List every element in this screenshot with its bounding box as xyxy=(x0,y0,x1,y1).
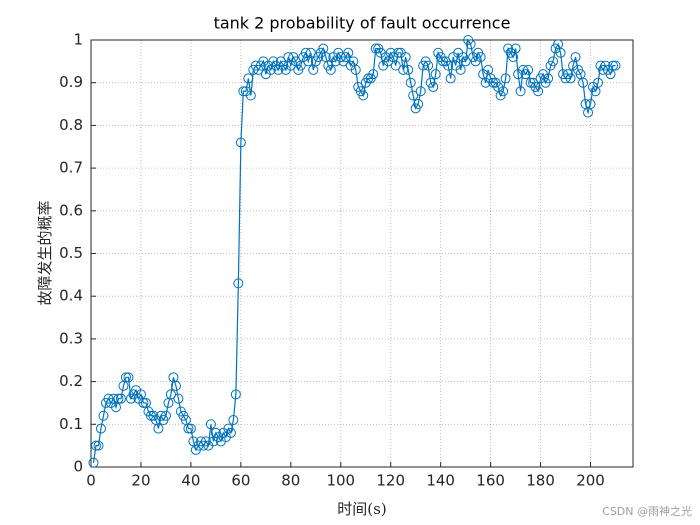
data-point xyxy=(565,73,576,84)
data-point xyxy=(350,64,361,75)
data-point xyxy=(120,372,131,383)
data-point xyxy=(205,419,216,430)
data-point xyxy=(113,393,124,404)
data-point xyxy=(238,86,249,97)
data-point xyxy=(225,427,236,438)
data-point xyxy=(183,423,194,434)
y-tick-label: 0 xyxy=(73,458,83,476)
data-point xyxy=(610,60,621,71)
data-point xyxy=(170,380,181,391)
data-point xyxy=(515,86,526,97)
data-point xyxy=(325,64,336,75)
x-axis-label: 时间(s) xyxy=(337,500,386,518)
x-tick-label: 180 xyxy=(526,472,555,490)
data-point xyxy=(98,410,109,421)
data-point xyxy=(533,86,544,97)
x-tick-label: 0 xyxy=(86,472,96,490)
data-point xyxy=(543,73,554,84)
data-point xyxy=(173,393,184,404)
y-tick-label: 1 xyxy=(73,31,83,49)
data-point xyxy=(343,47,354,58)
data-point xyxy=(235,137,246,148)
data-point xyxy=(138,397,149,408)
data-point xyxy=(403,64,414,75)
data-point xyxy=(455,64,466,75)
data-point xyxy=(443,60,454,71)
y-tick-label: 0.3 xyxy=(59,329,83,347)
data-point xyxy=(465,39,476,50)
y-tick-label: 0.1 xyxy=(59,415,83,433)
chart-title: tank 2 probability of fault occurrence xyxy=(214,14,511,33)
data-point xyxy=(95,423,106,434)
data-point xyxy=(593,77,604,88)
x-tick-label: 80 xyxy=(281,472,300,490)
data-point xyxy=(460,56,471,67)
data-point xyxy=(415,86,426,97)
data-point xyxy=(423,60,434,71)
data-point xyxy=(368,69,379,80)
data-point xyxy=(428,81,439,92)
data-point xyxy=(608,60,619,71)
data-point xyxy=(413,99,424,110)
x-tick-label: 160 xyxy=(476,472,505,490)
data-point xyxy=(393,47,404,58)
data-point xyxy=(445,73,456,84)
x-tick-label: 20 xyxy=(131,472,150,490)
y-tick-label: 0.4 xyxy=(59,287,83,305)
data-point xyxy=(185,423,196,434)
x-tick-label: 60 xyxy=(231,472,250,490)
y-tick-label: 0.2 xyxy=(59,372,83,390)
data-point xyxy=(115,393,126,404)
data-point xyxy=(228,415,239,426)
data-point xyxy=(510,43,521,54)
data-point xyxy=(475,52,486,63)
x-tick-label: 140 xyxy=(426,472,455,490)
data-point xyxy=(233,278,244,289)
data-point xyxy=(88,457,99,468)
data-point xyxy=(405,77,416,88)
y-tick-label: 0.7 xyxy=(59,159,83,177)
y-tick-label: 0.6 xyxy=(59,201,83,219)
data-point xyxy=(243,73,254,84)
data-point xyxy=(578,77,589,88)
y-tick-label: 0.8 xyxy=(59,116,83,134)
data-point xyxy=(305,47,316,58)
data-point xyxy=(585,99,596,110)
plot-frame xyxy=(90,39,634,468)
data-point xyxy=(160,410,171,421)
x-tick-label: 100 xyxy=(326,472,355,490)
data-point xyxy=(93,440,104,451)
data-point xyxy=(555,47,566,58)
x-tick-label: 200 xyxy=(576,472,605,490)
data-point xyxy=(570,52,581,63)
y-axis-label: 故障发生的概率 xyxy=(36,200,54,305)
data-point xyxy=(153,423,164,434)
data-point xyxy=(390,60,401,71)
data-point xyxy=(498,86,509,97)
data-point xyxy=(165,389,176,400)
data-point xyxy=(523,64,534,75)
data-point xyxy=(408,90,419,101)
y-tick-label: 0.5 xyxy=(59,244,83,262)
data-point xyxy=(398,64,409,75)
data-point xyxy=(430,69,441,80)
x-tick-label: 120 xyxy=(376,472,405,490)
data-point xyxy=(500,73,511,84)
watermark: CSDN @雨神之光 xyxy=(602,504,692,518)
data-point xyxy=(400,52,411,63)
data-point xyxy=(230,389,241,400)
data-point xyxy=(245,90,256,101)
data-point xyxy=(358,90,369,101)
x-tick-label: 40 xyxy=(181,472,200,490)
y-tick-label: 0.9 xyxy=(59,73,83,91)
data-point xyxy=(123,372,134,383)
data-point xyxy=(548,56,559,67)
data-point xyxy=(90,440,101,451)
